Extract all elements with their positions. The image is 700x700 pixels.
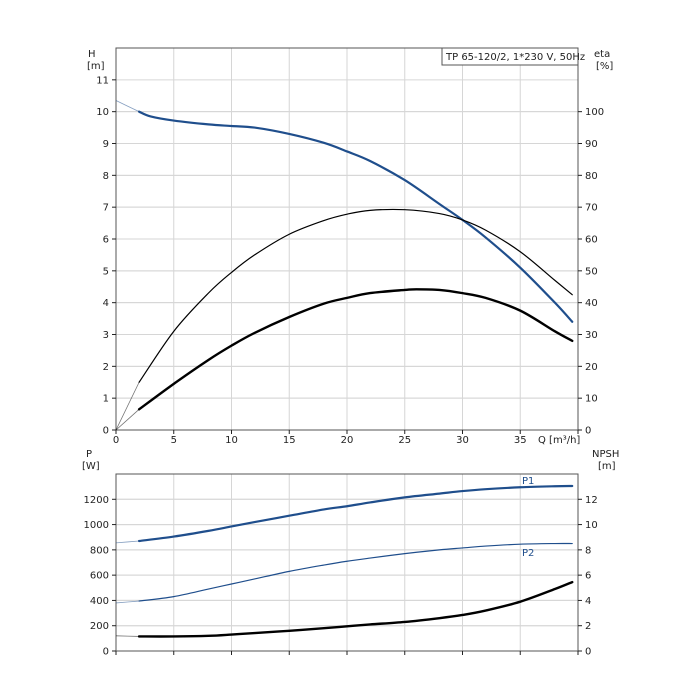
y-axis-label-h: H (88, 49, 96, 60)
top-x-tick-label-7: 35 (514, 435, 527, 446)
top-right-tick-label-2: 20 (585, 362, 598, 373)
chart-title: TP 65-120/2, 1*230 V, 50Hz (445, 52, 585, 63)
x-axis-label-q: Q [m³/h] (538, 435, 580, 446)
bottom-chart-ticks: 0 200 400 600 800 1000 1200 0 2 4 6 8 10 12 (84, 495, 598, 658)
top-left-tick-label-7: 7 (103, 203, 109, 214)
bottom-series-2-line (137, 580, 574, 638)
top-left-tick-label-2: 2 (103, 362, 109, 373)
top-x-tick-label-2: 10 (225, 435, 238, 446)
bottom-series-1-extension (115, 600, 140, 604)
bottom-series-0-line (138, 484, 574, 543)
top-left-tick-label-11: 11 (96, 75, 109, 86)
bottom-right-tick-label-4: 8 (585, 545, 591, 556)
top-series-0-extension (115, 100, 140, 113)
bottom-right-tick-label-5: 10 (585, 520, 598, 531)
top-right-tick-label-8: 80 (585, 171, 598, 182)
series-label-p2: P2 (522, 548, 534, 559)
chart-title-box (441, 47, 579, 66)
top-left-tick-label-3: 3 (103, 330, 109, 341)
top-series-2-line (137, 288, 574, 411)
y-axis-label-eta: eta (594, 49, 610, 60)
top-right-tick-label-4: 40 (585, 298, 598, 309)
bottom-right-tick-label-1: 2 (585, 621, 591, 632)
top-right-tick-label-6: 60 (585, 235, 598, 246)
top-series-0-line (138, 110, 574, 323)
bottom-left-tick-label-5: 1000 (84, 520, 109, 531)
bottom-chart-grid (116, 474, 578, 651)
bottom-chart-series (115, 484, 574, 638)
y-axis-label-p: P (86, 449, 92, 460)
top-right-tick-label-3: 30 (585, 330, 598, 341)
y-axis-unit-h: [m] (87, 61, 105, 72)
top-x-tick-label-1: 5 (171, 435, 177, 446)
y-axis-label-npsh: NPSH (592, 449, 619, 460)
y-axis-unit-p: [W] (82, 461, 100, 472)
bottom-right-tick-label-2: 4 (585, 596, 591, 607)
top-right-tick-label-1: 10 (585, 394, 598, 405)
top-series-1-extension (115, 382, 140, 431)
bottom-left-tick-label-3: 600 (90, 571, 109, 582)
top-x-tick-label-6: 30 (456, 435, 469, 446)
top-left-tick-label-4: 4 (103, 298, 109, 309)
top-right-tick-label-9: 90 (585, 139, 598, 150)
top-left-tick-label-6: 6 (103, 235, 109, 246)
top-right-tick-label-7: 70 (585, 203, 598, 214)
top-left-tick-label-9: 9 (103, 139, 109, 150)
bottom-left-tick-label-6: 1200 (84, 495, 109, 506)
top-right-tick-label-5: 50 (585, 266, 598, 277)
y-axis-unit-eta: [%] (596, 61, 613, 72)
bottom-right-tick-label-3: 6 (585, 571, 591, 582)
top-chart-grid (116, 48, 578, 430)
top-left-tick-label-5: 5 (103, 266, 109, 277)
bottom-left-tick-label-1: 200 (90, 621, 109, 632)
bottom-right-tick-label-0: 0 (585, 647, 591, 658)
series-label-p1: P1 (522, 476, 534, 487)
top-x-tick-label-5: 25 (398, 435, 411, 446)
top-series-1-line (138, 208, 573, 383)
top-x-tick-label-4: 20 (341, 435, 354, 446)
top-chart-series (115, 100, 574, 431)
bottom-left-tick-label-2: 400 (90, 596, 109, 607)
top-right-tick-label-0: 0 (585, 426, 591, 437)
bottom-right-tick-label-6: 12 (585, 495, 598, 506)
top-x-tick-label-0: 0 (113, 435, 119, 446)
y-axis-unit-npsh: [m] (598, 461, 616, 472)
top-left-tick-label-8: 8 (103, 171, 109, 182)
top-left-tick-label-10: 10 (96, 107, 109, 118)
top-left-tick-label-0: 0 (103, 426, 109, 437)
top-series-2-extension (115, 409, 140, 431)
top-x-tick-label-3: 15 (283, 435, 296, 446)
bottom-series-0-extension (115, 540, 140, 544)
top-left-tick-label-1: 1 (103, 394, 109, 405)
bottom-series-1-line (138, 542, 573, 602)
top-right-tick-label-10: 100 (585, 107, 604, 118)
bottom-left-tick-label-0: 0 (103, 647, 109, 658)
top-chart-ticks: 0 1 2 3 4 5 6 7 8 9 10 11 0 10 20 30 40 50 60 70 80 90 100 0 5 10… (96, 75, 604, 446)
bottom-left-tick-label-4: 800 (90, 545, 109, 556)
bottom-series-2-extension (115, 635, 140, 637)
